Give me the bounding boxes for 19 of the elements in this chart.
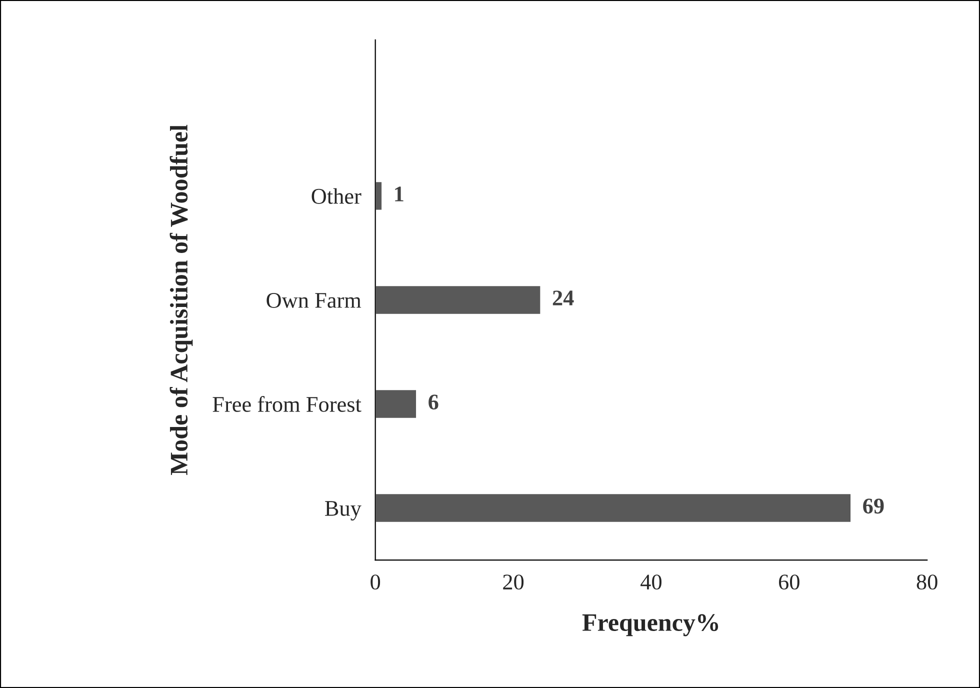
bar — [375, 180, 383, 212]
data-label: 6 — [428, 394, 438, 410]
y-axis-title: Mode of Acquisition of Woodfuel — [170, 124, 193, 476]
x-tick-label: 40 — [640, 574, 662, 590]
bar — [375, 388, 418, 420]
y-tick-label: Other — [312, 188, 362, 204]
y-tick-label: Free from Forest — [212, 396, 362, 412]
x-tick-label: 60 — [778, 574, 800, 590]
bar — [375, 492, 852, 524]
x-axis-title: Frequency% — [582, 614, 718, 636]
y-tick-label: Own Farm — [266, 292, 362, 308]
bar — [375, 284, 542, 316]
data-label: 69 — [863, 498, 884, 514]
x-tick-label: 20 — [503, 574, 524, 590]
data-label: 24 — [552, 290, 574, 306]
y-tick-label: Buy — [325, 501, 362, 520]
x-tick-label: 0 — [370, 574, 380, 590]
data-label: 1 — [395, 186, 404, 202]
x-tick-label: 80 — [916, 574, 938, 590]
